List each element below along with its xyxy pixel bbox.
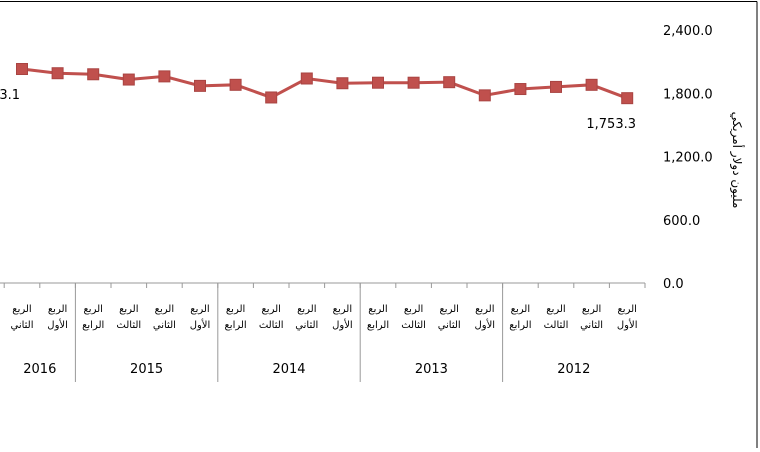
data-point (621, 92, 634, 105)
x-category-label: الربع الثالث (544, 304, 569, 331)
data-point (300, 72, 313, 85)
series-line (16, 63, 634, 105)
x-year-labels: 2012 2013 2014 2015 2016 (23, 362, 590, 377)
x-category-label: الربع الرابع (224, 304, 246, 331)
x-category-label: الربع الأول (332, 304, 353, 331)
year-label: 2014 (272, 362, 305, 377)
x-category-label: الربع الثاني (153, 304, 176, 331)
data-labels: 1,753.3 3.1 (0, 88, 636, 132)
data-point (194, 79, 206, 92)
x-category-label: الربع الأول (475, 304, 496, 331)
data-point (407, 76, 420, 89)
y-tick-label: 0.0 (663, 277, 684, 292)
x-category-labels: الربع الأول الربع الثاني الربع الثالث الربع الر… (10, 304, 637, 331)
data-point (229, 78, 242, 91)
year-label: 2013 (415, 362, 448, 377)
x-category-label: الربع الرابع (82, 304, 104, 331)
series-polyline (21, 67, 628, 100)
data-point (585, 78, 598, 91)
y-tick-label: 1,200.0 (663, 151, 713, 166)
year-label: 2015 (130, 362, 163, 377)
y-tick-label: 1,800.0 (663, 87, 713, 102)
data-point (478, 89, 491, 102)
data-point (336, 77, 349, 90)
x-category-label: الربع الرابع (367, 304, 389, 331)
data-point (443, 76, 456, 89)
x-category-label: الربع الأول (190, 304, 211, 331)
y-tick-label: 600.0 (663, 214, 700, 229)
year-label: 2016 (23, 362, 56, 377)
x-category-label: الربع الأول (47, 304, 68, 331)
data-point (550, 80, 562, 93)
data-label: 3.1 (0, 88, 20, 103)
data-point (16, 63, 28, 76)
y-tick-labels: 0.0 600.0 1,200.0 1,800.0 2,400.0 (663, 24, 713, 292)
x-category-label: الربع الرابع (509, 304, 531, 331)
x-category-label: الربع الثاني (580, 304, 603, 331)
y-axis-label: مليون دولار أمريكي (729, 112, 745, 209)
data-point (87, 68, 100, 81)
x-category-label: الربع الثالث (401, 304, 426, 331)
x-category-label: الربع الثاني (10, 304, 33, 331)
data-point (372, 76, 384, 89)
x-category-label: الربع الثاني (295, 304, 318, 331)
x-category-label: الربع الثالث (259, 304, 284, 331)
x-category-label: الربع الثالث (116, 304, 141, 331)
y-tick-label: 2,400.0 (663, 24, 713, 39)
x-category-label: الربع الأول (617, 304, 638, 331)
data-point (514, 83, 527, 96)
data-point (158, 70, 171, 83)
year-label: 2012 (557, 362, 590, 377)
data-point (265, 91, 278, 104)
data-point (122, 73, 135, 86)
data-label: 1,753.3 (586, 117, 636, 132)
x-category-label: الربع الثاني (438, 304, 461, 331)
data-point (51, 67, 64, 80)
